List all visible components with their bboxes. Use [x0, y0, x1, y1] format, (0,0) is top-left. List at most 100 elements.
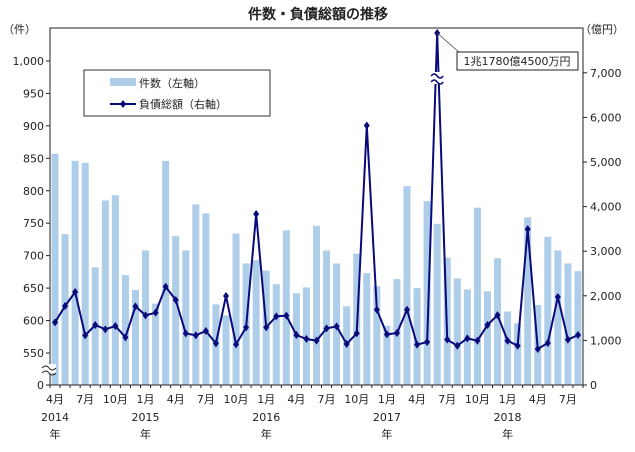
bar: [504, 311, 512, 385]
debt-point: [122, 333, 129, 342]
debt-point: [564, 335, 571, 344]
x-tick-label: 10月: [344, 393, 369, 406]
debt-point: [444, 335, 451, 344]
debt-point: [293, 331, 300, 340]
bar: [554, 250, 562, 385]
line-break-icon: [430, 73, 444, 85]
debt-point: [233, 340, 240, 349]
bar: [71, 160, 79, 385]
bar: [292, 293, 300, 385]
debt-point: [162, 282, 169, 291]
bar: [51, 153, 59, 385]
year-suffix-label: 年: [381, 427, 392, 441]
bar: [232, 233, 240, 385]
x-tick-label: 1月: [378, 393, 396, 406]
bar: [473, 207, 481, 385]
debt-point: [383, 330, 390, 339]
legend-label-debt: 負債総額（右軸）: [139, 97, 227, 111]
right-tick-label: 4,000: [590, 201, 622, 214]
x-tick-label: 7月: [76, 393, 94, 406]
debt-point: [92, 321, 99, 330]
debt-point: [222, 291, 229, 300]
left-tick-label: 700: [23, 250, 44, 263]
x-tick-label: 1月: [137, 393, 155, 406]
bar: [131, 290, 139, 385]
left-tick-label: 850: [23, 152, 44, 165]
debt-point: [574, 331, 581, 340]
debt-point: [182, 329, 189, 338]
debt-point: [62, 302, 69, 311]
right-tick-label: 3,000: [590, 245, 622, 258]
debt-point: [142, 311, 149, 320]
left-tick-label: 650: [23, 282, 44, 295]
debt-point: [263, 323, 270, 332]
year-label: 2018: [494, 411, 522, 424]
bar: [182, 250, 190, 385]
debt-point: [82, 331, 89, 340]
x-tick-label: 7月: [438, 393, 456, 406]
x-tick-label: 1月: [499, 393, 517, 406]
x-tick-label: 4月: [287, 393, 305, 406]
legend: 件数（左軸） 負債総額（右軸）: [83, 69, 271, 117]
debt-point: [172, 295, 179, 304]
year-suffix-label: 年: [261, 427, 272, 441]
debt-point: [424, 338, 431, 347]
debt-point: [132, 302, 139, 311]
bar: [252, 260, 260, 385]
x-tick-label: 7月: [318, 393, 336, 406]
debt-point: [333, 322, 340, 331]
debt-point: [373, 305, 380, 314]
year-suffix-label: 年: [140, 427, 151, 441]
right-tick-label: 2,000: [590, 290, 622, 303]
bar: [373, 286, 381, 385]
right-axis-unit: （億円）: [580, 23, 624, 36]
left-tick-label: 900: [23, 120, 44, 133]
debt-point: [283, 311, 290, 320]
left-axis-unit: （件）: [3, 23, 36, 36]
right-tick-label: 6,000: [590, 111, 622, 124]
debt-point: [202, 326, 209, 335]
debt-point: [323, 324, 330, 333]
debt-point: [152, 308, 159, 317]
debt-point: [303, 335, 310, 344]
debt-point: [544, 339, 551, 348]
legend-label-count: 件数（左軸）: [139, 76, 205, 90]
bar: [483, 291, 491, 385]
debt-point: [273, 312, 280, 321]
debt-point: [52, 318, 59, 327]
bar: [121, 275, 129, 385]
debt-point: [454, 341, 461, 350]
debt-point: [243, 323, 250, 332]
right-tick-label: 5,000: [590, 156, 622, 169]
bar: [514, 323, 522, 385]
line-break-mask: [432, 72, 443, 84]
debt-point: [404, 305, 411, 314]
debt-point: [343, 340, 350, 349]
bar: [323, 250, 331, 385]
debt-point: [393, 329, 400, 338]
year-label: 2014: [41, 411, 69, 424]
x-tick-label: 1月: [257, 393, 275, 406]
bar: [313, 225, 320, 385]
x-tick-label: 7月: [197, 393, 215, 406]
right-tick-label: 7,000: [590, 67, 622, 80]
year-label: 2016: [252, 411, 280, 424]
right-tick-label: 0: [590, 379, 597, 392]
debt-point: [253, 210, 260, 219]
bar: [413, 288, 421, 385]
debt-point: [474, 336, 481, 345]
bar: [403, 186, 411, 385]
legend-swatch-bar: [110, 78, 136, 86]
bar: [363, 273, 371, 385]
bar: [81, 162, 89, 385]
year-suffix-label: 年: [502, 427, 513, 441]
debt-point: [524, 225, 531, 234]
debt-point: [414, 340, 421, 349]
axis-break-icon: [41, 365, 57, 376]
debt-point: [494, 311, 501, 320]
x-tick-label: 4月: [529, 393, 547, 406]
annotation-text: 1兆1780億4500万円: [464, 55, 571, 68]
legend-marker: [120, 100, 126, 108]
bar: [564, 263, 572, 385]
